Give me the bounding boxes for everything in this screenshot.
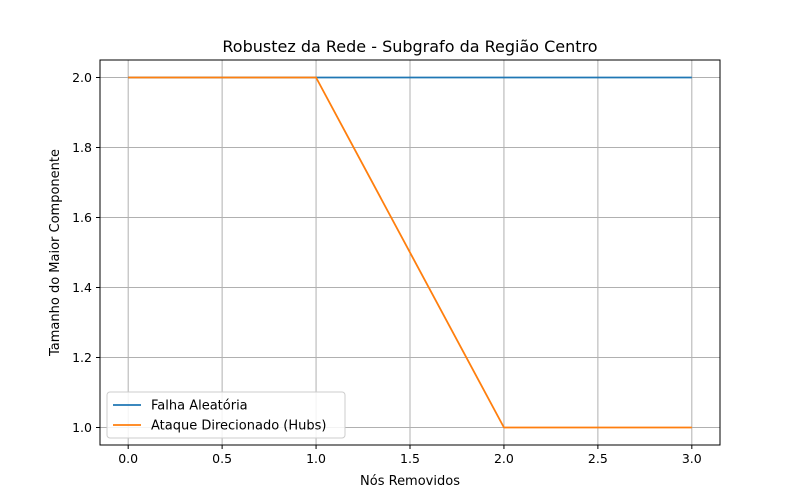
chart-title: Robustez da Rede - Subgrafo da Região Ce… (222, 37, 597, 56)
legend: Falha Aleatória Ataque Direcionado (Hubs) (106, 391, 346, 439)
y-tick-label: 1.4 (72, 280, 92, 295)
x-tick-label: 2.0 (494, 451, 514, 466)
ticks: 0.0 0.5 1.0 1.5 2.0 2.5 3.0 1.0 1.2 1.4 1.6 1.8 2.0 (72, 70, 702, 466)
x-tick-label: 2.5 (588, 451, 608, 466)
y-tick-label: 2.0 (72, 70, 92, 85)
x-tick-label: 1.0 (306, 451, 326, 466)
legend-box (106, 391, 346, 439)
x-tick-label: 3.0 (682, 451, 702, 466)
legend-label-2: Ataque Direcionado (Hubs) (151, 419, 326, 434)
y-axis-label: Tamanho do Maior Componente (48, 149, 63, 357)
x-tick-label: 0.0 (118, 451, 138, 466)
legend-label-1: Falha Aleatória (151, 399, 248, 414)
series-line-2 (128, 76, 692, 429)
x-axis-label: Nós Removidos (360, 474, 460, 489)
x-tick-label: 1.5 (400, 451, 420, 466)
y-tick-label: 1.6 (72, 210, 92, 225)
x-tick-label: 0.5 (212, 451, 232, 466)
y-tick-label: 1.0 (72, 420, 92, 435)
legend-items: Falha Aleatória Ataque Direcionado (Hubs) (113, 399, 326, 434)
y-tick-label: 1.2 (72, 350, 92, 365)
series-group (128, 76, 692, 429)
y-tick-label: 1.8 (72, 140, 92, 155)
